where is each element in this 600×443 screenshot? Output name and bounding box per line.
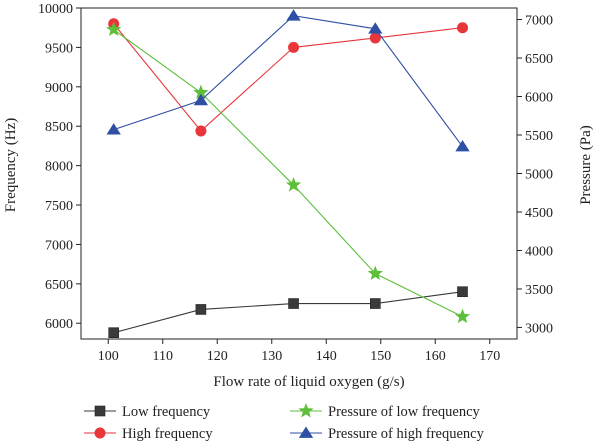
star-marker [106, 21, 122, 37]
triangle-marker [298, 426, 314, 438]
series-line [113, 23, 463, 132]
series-line [113, 15, 463, 147]
series-high-frequency [108, 18, 468, 137]
square-marker [288, 298, 299, 309]
triangle-marker [193, 93, 209, 106]
circle-marker [288, 41, 300, 53]
circle-marker [369, 32, 381, 44]
legend-item: High frequency [84, 426, 213, 442]
y-left-tick-label: 6500 [45, 278, 73, 293]
legend-label: Pressure of high frequency [328, 426, 485, 442]
x-tick-label: 130 [261, 349, 282, 364]
legend-label: High frequency [122, 426, 213, 442]
plot-frame [80, 7, 518, 340]
triangle-marker [286, 9, 301, 21]
y-left-tick-label: 6000 [45, 317, 73, 332]
legend-label: Low frequency [122, 404, 211, 420]
x-tick-label: 120 [207, 349, 228, 364]
y-right-tick-label: 4000 [525, 244, 553, 259]
star-marker [285, 177, 302, 192]
y-left-tick-label: 7500 [45, 199, 73, 214]
star-marker [367, 265, 383, 281]
x-tick-label: 140 [316, 349, 337, 364]
series-line [113, 29, 463, 318]
triangle-marker [368, 22, 383, 34]
x-tick-label: 100 [98, 349, 119, 364]
y-right-tick-label: 4500 [525, 206, 553, 221]
legend-label: Pressure of low frequency [328, 404, 481, 420]
circle-marker [195, 125, 207, 137]
legend: Low frequency High frequency Pressure of l… [84, 403, 485, 442]
series-pressure-of-high-frequency [106, 9, 470, 152]
series-low-frequency [108, 286, 468, 338]
y-left-tick-label: 9000 [45, 81, 73, 96]
y-left-tick-label: 8000 [45, 160, 73, 175]
y-axis-right-label: Pressure (Pa) [578, 125, 594, 205]
star-marker [298, 403, 314, 418]
triangle-marker [455, 140, 470, 152]
legend-item: Pressure of high frequency [290, 426, 485, 442]
legend-item: Pressure of low frequency [290, 403, 481, 420]
circle-marker [94, 427, 106, 439]
series-line [113, 291, 463, 334]
y-left-tick-label: 9500 [45, 41, 73, 56]
y-right-tick-label: 3000 [525, 321, 553, 336]
x-tick-label: 170 [479, 349, 500, 364]
y-left-tick-label: 7000 [45, 238, 73, 253]
circle-marker [457, 22, 468, 34]
x-tick-label: 160 [425, 349, 446, 364]
plot-border [80, 7, 518, 340]
triangle-marker [106, 123, 121, 135]
legend-item: Low frequency [84, 404, 211, 420]
left-y-axis: 6000 6500 7000 7500 8000 8500 9000 9500 10000 [38, 2, 81, 332]
star-marker [454, 308, 471, 324]
square-marker [94, 405, 106, 417]
series-pressure-of-low-frequency [106, 21, 471, 324]
right-y-axis: 3000 3500 4000 4500 5000 5500 6000 6500 7000 [517, 14, 553, 336]
y-right-tick-label: 7000 [525, 14, 553, 29]
y-left-tick-label: 10000 [38, 2, 73, 17]
x-axis: 100 110 120 130 140 150 160 170 [98, 339, 500, 364]
y-right-tick-label: 3500 [525, 283, 553, 298]
x-axis-label: Flow rate of liquid oxygen (g/s) [213, 374, 404, 390]
star-marker [193, 84, 209, 100]
x-tick-label: 150 [370, 349, 391, 364]
square-marker [369, 298, 381, 309]
y-left-tick-label: 8500 [45, 120, 73, 135]
y-right-tick-label: 6500 [525, 52, 553, 67]
series-layer [106, 9, 471, 338]
square-marker [195, 304, 207, 315]
square-marker [457, 286, 468, 298]
square-marker [108, 327, 119, 338]
y-right-tick-label: 6000 [525, 91, 553, 106]
y-axis-left-label: Frequency (Hz) [3, 118, 19, 213]
y-right-tick-label: 5000 [525, 168, 553, 183]
x-tick-label: 110 [153, 349, 173, 364]
y-right-tick-label: 5500 [525, 129, 553, 144]
